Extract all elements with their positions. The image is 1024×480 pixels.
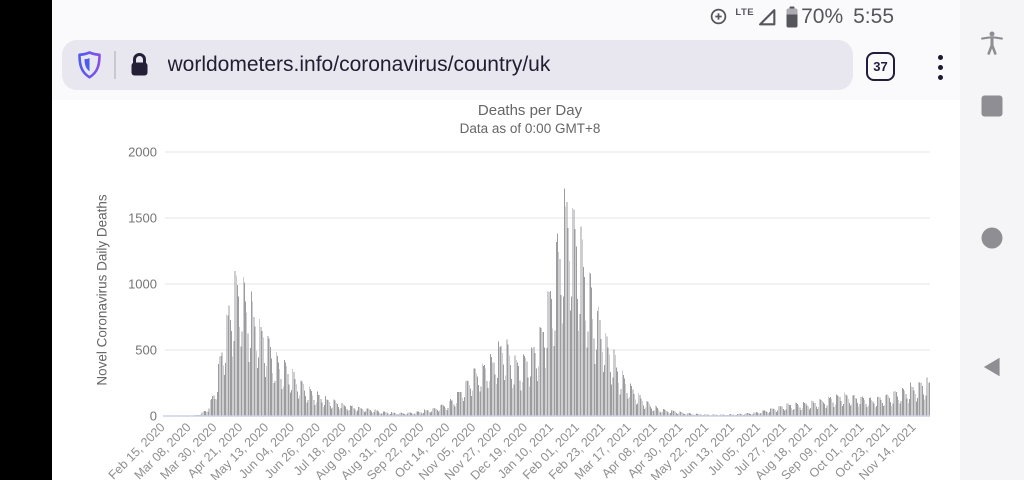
network-type-label: LTE — [735, 7, 755, 18]
signal-strength-icon — [756, 6, 778, 28]
clock: 5:55 — [853, 4, 894, 28]
tab-counter-button[interactable]: 37 — [866, 52, 895, 81]
tab-count: 37 — [873, 59, 888, 74]
accessibility-button[interactable] — [975, 26, 1009, 60]
battery-percent: 70% — [801, 4, 844, 28]
battery-icon — [785, 5, 799, 29]
url-bar[interactable]: worldometers.info/coronavirus/country/uk — [62, 40, 853, 90]
status-bar: LTE 70% 5:55 — [52, 0, 972, 33]
menu-button[interactable] — [927, 50, 953, 84]
y-tick-label: 1000 — [128, 277, 157, 292]
kebab-dot — [937, 54, 943, 60]
lock-icon[interactable] — [129, 52, 150, 78]
chart-subtitle: Data as of 0:00 GMT+8 — [459, 121, 601, 136]
home-button[interactable] — [975, 221, 1009, 255]
chart-title: Deaths per Day — [477, 102, 583, 119]
browser-chrome: worldometers.info/coronavirus/country/uk… — [52, 0, 960, 101]
y-tick-label: 1500 — [128, 211, 157, 226]
kebab-dot — [937, 64, 943, 70]
url-text[interactable]: worldometers.info/coronavirus/country/uk — [167, 53, 551, 76]
recents-button[interactable] — [975, 89, 1009, 123]
camera-cutout-strip — [0, 0, 52, 480]
data-saver-icon — [709, 7, 728, 26]
back-button[interactable] — [975, 350, 1009, 384]
navigation-strip — [960, 0, 1024, 480]
daily-deaths-bars[interactable] — [192, 188, 930, 416]
url-bar-divider — [114, 51, 116, 79]
kebab-dot — [937, 74, 943, 80]
page-content: Deaths per Day Data as of 0:00 GMT+8 Nov… — [52, 100, 960, 480]
y-tick-label: 500 — [135, 343, 157, 358]
tracking-protection-shield-icon[interactable] — [76, 50, 103, 80]
y-tick-label: 0 — [150, 409, 157, 424]
y-tick-label: 2000 — [128, 145, 157, 160]
